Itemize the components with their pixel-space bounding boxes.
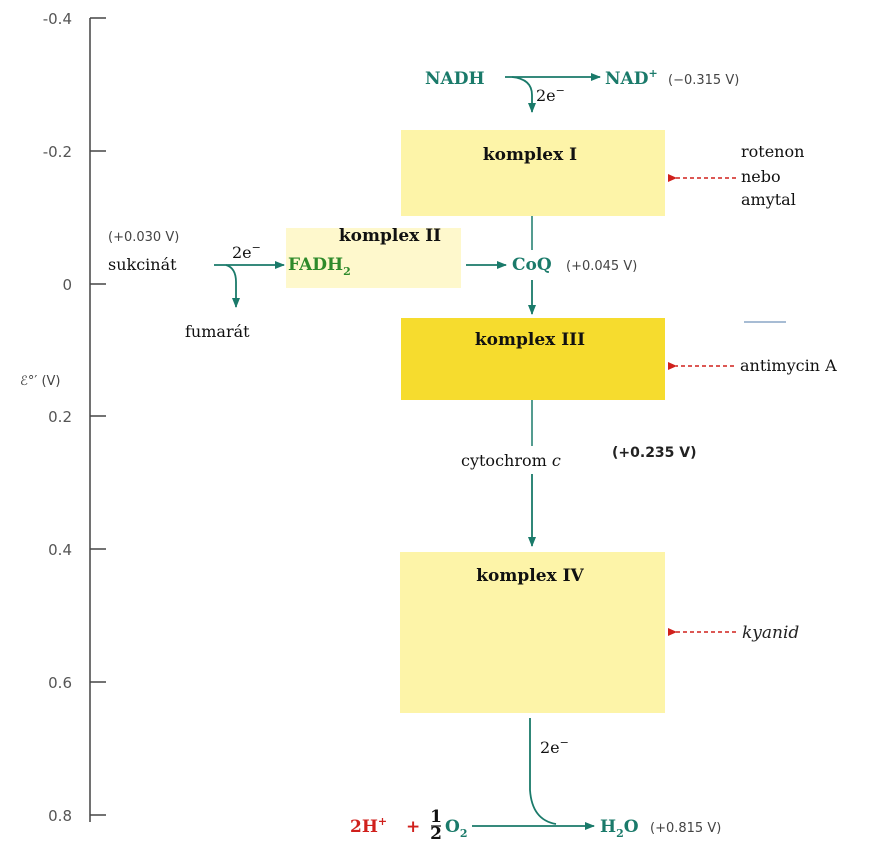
fraction-numerator: 1 xyxy=(430,807,442,827)
proton-label: 2H+ xyxy=(350,815,387,837)
nadh-electrons: 2e− xyxy=(536,84,565,105)
water-label: H2O xyxy=(600,817,639,840)
inhibitor-label: nebo xyxy=(741,167,781,186)
nad-potential: (−0.315 V) xyxy=(668,73,739,88)
succinate-electrons: 2e− xyxy=(232,241,261,262)
tick-label: 0.2 xyxy=(48,408,72,426)
inhibitor-cyanide: kyanid xyxy=(668,623,799,643)
cytochrome-potential: (+0.235 V) xyxy=(612,445,697,461)
tick-label: 0 xyxy=(62,276,72,294)
tick-label: 0.8 xyxy=(48,807,72,825)
water-potential: (+0.815 V) xyxy=(650,821,721,836)
complex-ii-box xyxy=(286,228,461,288)
succinate-label: sukcinát xyxy=(108,255,177,274)
tick-label: 0.6 xyxy=(48,674,72,692)
nad-label: NAD+ xyxy=(605,67,658,89)
inhibitor-label: kyanid xyxy=(742,623,799,643)
complex-iii-box xyxy=(401,318,665,400)
oxygen-label: O2 xyxy=(445,817,467,840)
fadh2-label: FADH2 xyxy=(288,255,351,278)
inhibitor-label: amytal xyxy=(741,190,796,209)
fumarate-label: fumarát xyxy=(185,322,250,341)
tick-label: 0.4 xyxy=(48,541,72,559)
complex-iv-box xyxy=(400,552,665,713)
inhibitor-label: antimycin A xyxy=(740,356,837,375)
complex-i-label: komplex I xyxy=(483,145,577,165)
complex-ii-label: komplex II xyxy=(339,226,441,246)
potential-axis: -0.4 -0.2 0 0.2 0.4 0.6 0.8 ℰ°′ (V) xyxy=(20,10,106,825)
complex-i-box xyxy=(401,130,665,216)
axis-label: ℰ°′ (V) xyxy=(20,374,61,389)
nadh-reaction: NADH 2e− NAD+ (−0.315 V) xyxy=(425,67,739,113)
fraction-denominator: 2 xyxy=(430,824,442,842)
cytochrome-label: cytochrom c xyxy=(461,451,561,470)
complex-iii-label: komplex III xyxy=(475,330,585,350)
nadh-label: NADH xyxy=(425,69,485,89)
coq-label: CoQ xyxy=(512,255,552,275)
oxygen-electrons: 2e− xyxy=(540,736,569,757)
tick-label: -0.4 xyxy=(43,10,72,28)
inhibitor-label: rotenon xyxy=(741,142,804,161)
inhibitor-antimycin: antimycin A xyxy=(668,356,837,375)
succinate-reaction: (+0.030 V) sukcinát 2e− FADH2 fumarát xyxy=(108,230,351,341)
plus-sign: + xyxy=(406,817,420,837)
coq-potential: (+0.045 V) xyxy=(566,259,637,274)
succinate-potential: (+0.030 V) xyxy=(108,230,179,245)
oxygen-reaction: 2e− 2H+ + 1 2 O2 H2O (+0.815 V) xyxy=(350,718,721,842)
tick-label: -0.2 xyxy=(43,143,72,161)
complex-iv-label: komplex IV xyxy=(476,566,584,586)
inhibitor-rotenon: rotenon nebo amytal xyxy=(668,142,804,209)
